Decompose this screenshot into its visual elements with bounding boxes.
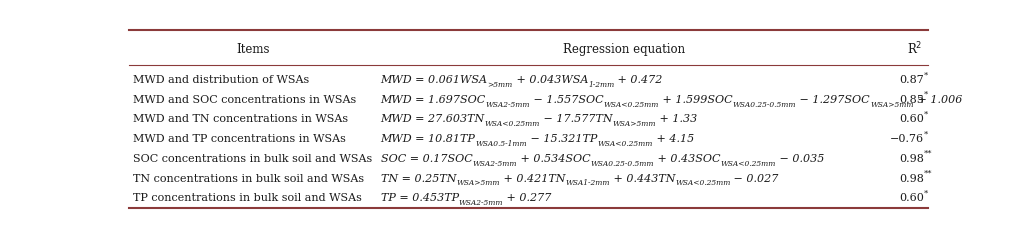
Text: − 1.557SOC: − 1.557SOC <box>530 95 604 105</box>
Text: − 15.321TP: − 15.321TP <box>527 134 597 144</box>
Text: WSA>5mm: WSA>5mm <box>456 179 500 187</box>
Text: WSA<0.25mm: WSA<0.25mm <box>604 101 659 109</box>
Text: WSA2-5mm: WSA2-5mm <box>472 160 517 168</box>
Text: + 0.472: + 0.472 <box>614 75 663 85</box>
Text: 0.60: 0.60 <box>899 193 924 203</box>
Text: WSA<0.25mm: WSA<0.25mm <box>675 179 730 187</box>
Text: + 4.15: + 4.15 <box>653 134 694 144</box>
Text: WSA1-2mm: WSA1-2mm <box>565 179 609 187</box>
Text: −0.76: −0.76 <box>890 134 924 144</box>
Text: 0.98: 0.98 <box>899 154 924 164</box>
Text: 1-2mm: 1-2mm <box>589 81 614 89</box>
Text: >5mm: >5mm <box>488 81 512 89</box>
Text: WSA2-5mm: WSA2-5mm <box>459 199 503 207</box>
Text: − 0.027: − 0.027 <box>730 173 778 184</box>
Text: TN = 0.25TN: TN = 0.25TN <box>380 173 456 184</box>
Text: WSA<0.25mm: WSA<0.25mm <box>485 120 540 128</box>
Text: + 0.421TN: + 0.421TN <box>500 173 565 184</box>
Text: WSA<0.25mm: WSA<0.25mm <box>597 140 653 148</box>
Text: WSA0.25-0.5mm: WSA0.25-0.5mm <box>733 101 796 109</box>
Text: WSA2-5mm: WSA2-5mm <box>486 101 530 109</box>
Text: + 1.599SOC: + 1.599SOC <box>659 95 733 105</box>
Text: **: ** <box>924 170 932 178</box>
Text: *: * <box>924 130 928 138</box>
Text: *: * <box>924 111 928 119</box>
Text: TN concentrations in bulk soil and WSAs: TN concentrations in bulk soil and WSAs <box>133 173 364 184</box>
Text: TP = 0.453TP: TP = 0.453TP <box>380 193 459 203</box>
Text: TP concentrations in bulk soil and WSAs: TP concentrations in bulk soil and WSAs <box>133 193 362 203</box>
Text: + 1.33: + 1.33 <box>657 114 698 124</box>
Text: WSA>5mm: WSA>5mm <box>870 101 913 109</box>
Text: + 0.443TN: + 0.443TN <box>609 173 675 184</box>
Text: + 0.277: + 0.277 <box>503 193 552 203</box>
Text: MWD = 1.697SOC: MWD = 1.697SOC <box>380 95 486 105</box>
Text: MWD = 0.061WSA: MWD = 0.061WSA <box>380 75 488 85</box>
Text: WSA0.25-0.5mm: WSA0.25-0.5mm <box>591 160 654 168</box>
Text: Items: Items <box>236 43 269 56</box>
Text: MWD = 10.81TP: MWD = 10.81TP <box>380 134 475 144</box>
Text: *: * <box>924 189 928 197</box>
Text: SOC = 0.17SOC: SOC = 0.17SOC <box>380 154 472 164</box>
Text: WSA0.5-1mm: WSA0.5-1mm <box>475 140 527 148</box>
Text: MWD and TP concentrations in WSAs: MWD and TP concentrations in WSAs <box>133 134 345 144</box>
Text: *: * <box>924 91 928 99</box>
Text: + 1.006: + 1.006 <box>913 95 962 105</box>
Text: − 1.297SOC: − 1.297SOC <box>796 95 870 105</box>
Text: R$^{2}$: R$^{2}$ <box>907 41 923 58</box>
Text: 0.87: 0.87 <box>899 75 924 85</box>
Text: + 0.534SOC: + 0.534SOC <box>517 154 591 164</box>
Text: 0.60: 0.60 <box>899 114 924 124</box>
Text: MWD and distribution of WSAs: MWD and distribution of WSAs <box>133 75 309 85</box>
Text: MWD and SOC concentrations in WSAs: MWD and SOC concentrations in WSAs <box>133 95 356 105</box>
Text: + 0.043WSA: + 0.043WSA <box>512 75 589 85</box>
Text: **: ** <box>924 150 932 158</box>
Text: + 0.43SOC: + 0.43SOC <box>654 154 721 164</box>
Text: Regression equation: Regression equation <box>563 43 686 56</box>
Text: MWD = 27.603TN: MWD = 27.603TN <box>380 114 485 124</box>
Text: − 0.035: − 0.035 <box>775 154 824 164</box>
Text: − 17.577TN: − 17.577TN <box>540 114 612 124</box>
Text: *: * <box>924 71 928 79</box>
Text: WSA<0.25mm: WSA<0.25mm <box>721 160 775 168</box>
Text: MWD and TN concentrations in WSAs: MWD and TN concentrations in WSAs <box>133 114 348 124</box>
Text: SOC concentrations in bulk soil and WSAs: SOC concentrations in bulk soil and WSAs <box>133 154 372 164</box>
Text: 0.98: 0.98 <box>899 173 924 184</box>
Text: 0.85: 0.85 <box>899 95 924 105</box>
Text: WSA>5mm: WSA>5mm <box>612 120 657 128</box>
